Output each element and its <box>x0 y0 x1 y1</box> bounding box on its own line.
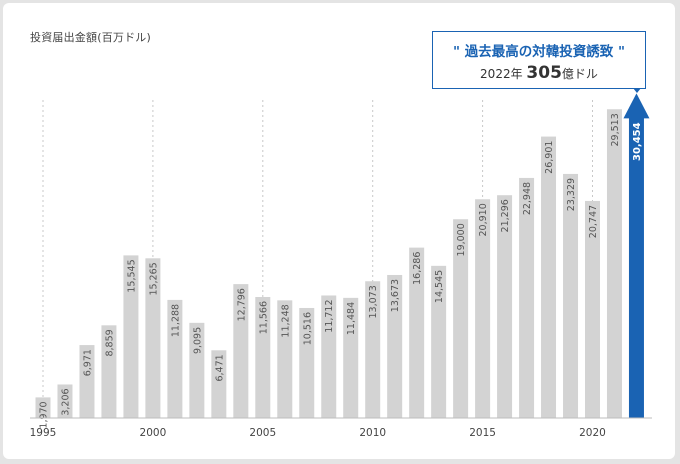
bar <box>145 258 161 418</box>
callout-pointer <box>633 88 641 93</box>
x-tick-label: 2020 <box>579 427 606 439</box>
bar <box>475 199 491 418</box>
bar <box>277 300 293 418</box>
bar-value-label: 11,566 <box>258 301 269 334</box>
bar-value-label: 6,971 <box>82 349 93 376</box>
bar <box>497 195 513 418</box>
bar <box>255 297 271 418</box>
record-callout: " 過去最高の対韓投資誘致 " 2022年 305億ドル <box>432 31 646 89</box>
bar <box>101 325 117 418</box>
bar-value-label: 15,265 <box>148 262 159 295</box>
unit-label: 投資届出金額(百万ドル) <box>30 31 151 44</box>
bar-value-label: 23,329 <box>566 178 577 211</box>
bar-value-label: 9,095 <box>192 327 203 354</box>
bar <box>585 200 600 418</box>
bar-value-label: 11,288 <box>170 304 181 337</box>
bar-value-label: 29,513 <box>610 113 621 146</box>
bar-value-label: 10,516 <box>302 312 313 345</box>
bar <box>387 274 403 418</box>
bar-value-label: 30,454 <box>632 122 643 161</box>
bar-value-label: 15,545 <box>126 259 137 292</box>
x-tick-label: 1995 <box>30 427 57 439</box>
bar <box>211 350 227 418</box>
bar <box>167 299 183 418</box>
bar <box>189 322 205 418</box>
bar-value-label: 12,796 <box>236 288 247 321</box>
bar <box>233 284 249 418</box>
x-tick-label: 2010 <box>359 427 386 439</box>
bar <box>299 307 315 418</box>
x-tick-label: 2000 <box>140 427 167 439</box>
bar-value-label: 26,901 <box>544 141 555 174</box>
callout-subtitle: 2022年 305億ドル <box>433 63 645 83</box>
bar <box>519 177 535 418</box>
bar <box>123 255 139 418</box>
bar <box>35 397 51 418</box>
bar-value-label: 11,484 <box>346 302 357 335</box>
bar-value-label: 8,859 <box>104 329 115 356</box>
bar-value-label: 22,948 <box>522 182 533 215</box>
bar <box>541 136 557 418</box>
bar <box>57 384 73 418</box>
x-tick-label: 2005 <box>249 427 276 439</box>
bar-value-label: 11,248 <box>280 304 291 337</box>
callout-value: 305 <box>526 63 562 83</box>
callout-year: 2022年 <box>480 67 523 81</box>
bar <box>431 265 447 418</box>
bar <box>563 173 579 418</box>
bar-value-label: 13,073 <box>368 285 379 318</box>
bar-value-label: 13,673 <box>390 279 401 312</box>
bar-value-label: 11,712 <box>324 299 335 332</box>
bar <box>343 297 359 418</box>
bar <box>321 295 337 418</box>
bar-value-label: 16,286 <box>412 252 423 285</box>
bar-value-label: 19,000 <box>456 223 467 256</box>
bar <box>79 345 95 418</box>
bar <box>606 109 622 418</box>
bar-value-label: 3,206 <box>60 388 71 415</box>
bar-value-label: 20,910 <box>478 203 489 236</box>
bar-value-label: 1,970 <box>39 401 50 428</box>
bar-value-label: 20,747 <box>588 205 599 238</box>
bar <box>365 281 381 418</box>
callout-unit: 億ドル <box>561 67 598 81</box>
bar-value-label: 6,471 <box>214 354 225 381</box>
bar <box>409 247 425 418</box>
highlight-arrowhead <box>623 93 650 119</box>
bar-value-label: 14,545 <box>434 270 445 303</box>
bar-highlight <box>628 117 644 419</box>
bar <box>453 219 469 418</box>
x-tick-label: 2015 <box>469 427 496 439</box>
callout-title: " 過去最高の対韓投資誘致 " <box>453 44 625 60</box>
bar-value-label: 21,296 <box>500 199 511 232</box>
